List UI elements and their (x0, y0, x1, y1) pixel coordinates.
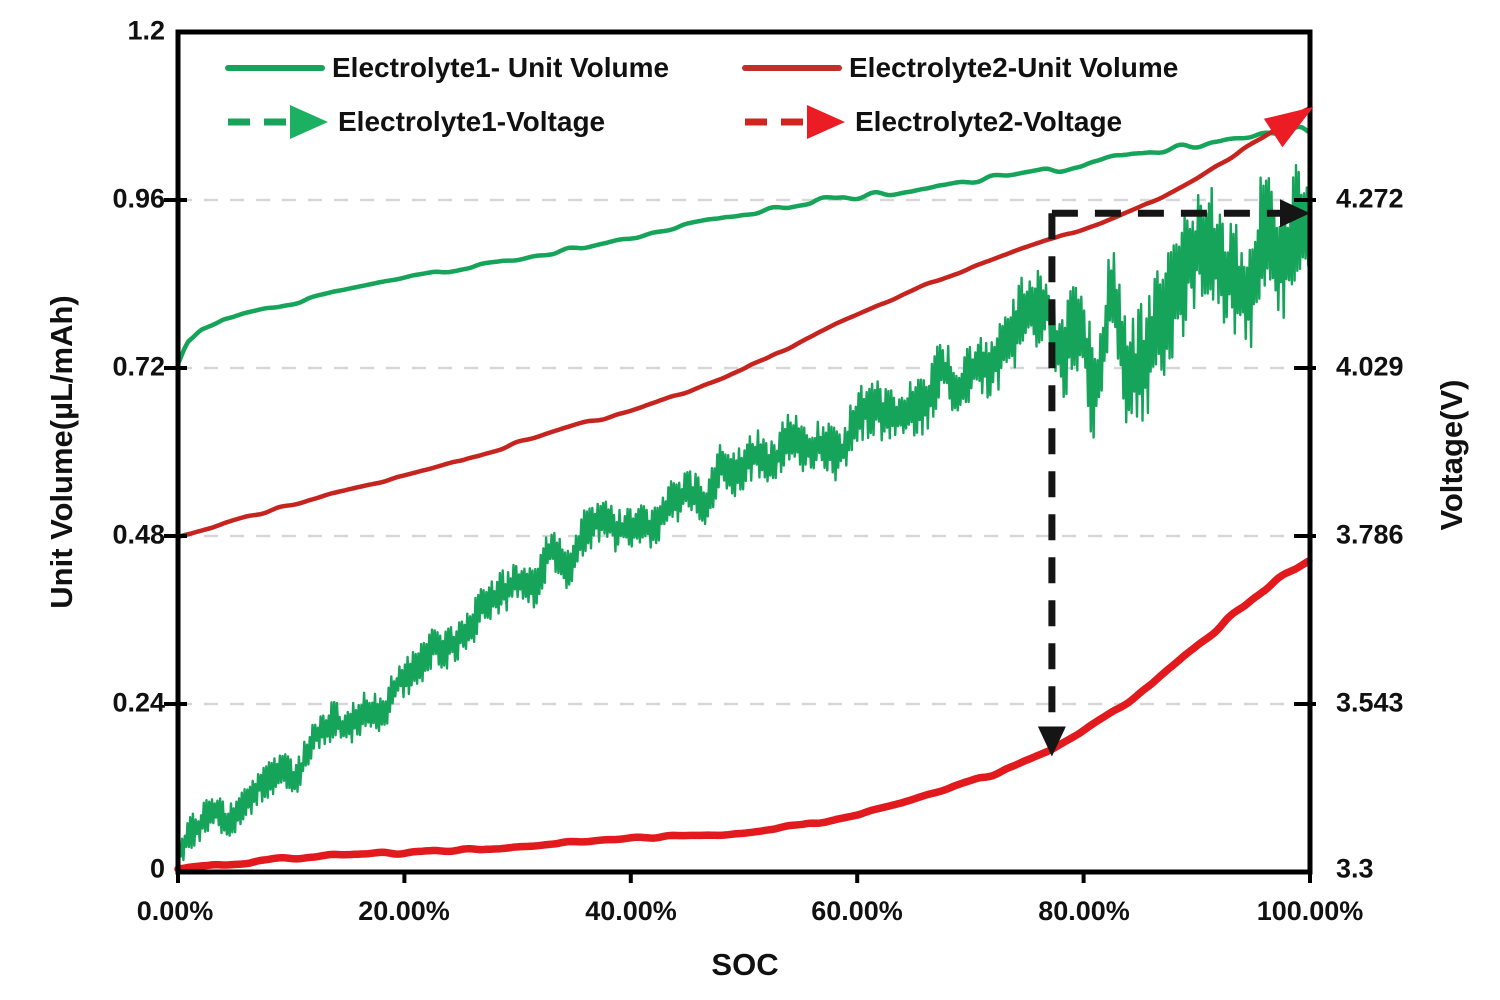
left-axis-tick-0.96: 0.96 (112, 183, 165, 214)
x-axis-tick-80: 80.00% (1038, 896, 1130, 926)
series-electrolyte1-voltage (175, 124, 1312, 367)
x-axis-title: SOC (711, 947, 779, 982)
legend-arrow-icon-electrolyte1-voltage (290, 105, 328, 139)
left-axis-tick-0: 0 (149, 853, 165, 884)
right-axis-tick-3.786: 3.786 (1336, 519, 1404, 550)
annotation-right-arrow-icon (1280, 199, 1310, 228)
right-axis-tick-4.029: 4.029 (1336, 351, 1404, 382)
right-axis-tick-3.3: 3.3 (1336, 853, 1374, 884)
left-axis-tick-1.2: 1.2 (127, 15, 165, 46)
legend-label-electrolyte1-unit-volume: Electrolyte1- Unit Volume (332, 52, 670, 83)
legend-label-electrolyte1-voltage: Electrolyte1-Voltage (338, 106, 606, 137)
x-axis-tick-0: 0.00% (136, 896, 214, 926)
right-axis-tick-3.543: 3.543 (1336, 687, 1404, 718)
x-axis-tick-60: 60.00% (811, 896, 903, 926)
left-axis-tick-0.48: 0.48 (112, 519, 165, 550)
x-axis-tick-40: 40.00% (585, 896, 677, 926)
left-axis-title: Unit Volume(µL/mAh) (44, 295, 79, 609)
legend-label-electrolyte2-unit-volume: Electrolyte2-Unit Volume (849, 52, 1179, 83)
series-electrolyte1-unit-volume (176, 163, 1311, 868)
annotation-down-arrow-icon (1037, 726, 1066, 757)
right-axis-tick-4.272: 4.272 (1336, 183, 1404, 214)
left-axis-tick-0.72: 0.72 (112, 351, 165, 382)
series-electrolyte2-unit-volume (174, 557, 1313, 873)
right-axis-title: Voltage(V) (1434, 379, 1469, 531)
legend-arrow-icon-electrolyte2-voltage (807, 105, 845, 139)
legend-label-electrolyte2-voltage: Electrolyte2-Voltage (855, 106, 1123, 137)
left-axis-tick-0.24: 0.24 (112, 687, 165, 718)
x-axis-tick-100: 100.00% (1256, 896, 1364, 926)
plot-frame (175, 29, 1313, 875)
voltage-end-arrow-icon (1263, 106, 1314, 148)
x-axis-tick-20: 20.00% (358, 896, 450, 926)
